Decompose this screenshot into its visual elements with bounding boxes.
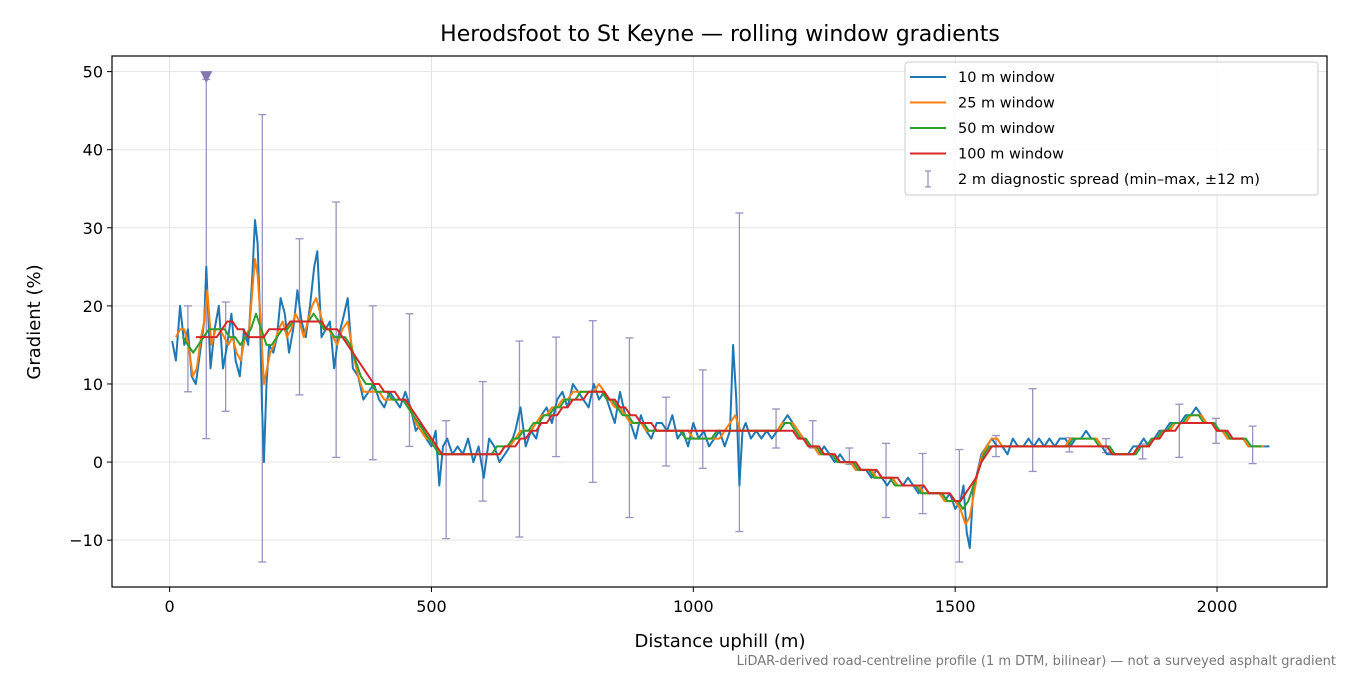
- plot-frame: [111, 55, 1328, 588]
- legend-label: 25 m window: [958, 96, 1055, 112]
- x-tick-label: 1500: [935, 597, 976, 616]
- grid-lines: [112, 56, 1327, 587]
- legend-swatch: [925, 170, 931, 188]
- error-bar: [295, 238, 304, 396]
- y-tick-label: 20: [83, 297, 103, 316]
- error-bar: [1028, 388, 1037, 473]
- error-bar: [1175, 403, 1184, 459]
- y-tick-label: 50: [83, 63, 103, 82]
- y-tick-label: 0: [93, 453, 103, 472]
- y-tick-label: 10: [83, 375, 103, 394]
- error-bar: [202, 78, 211, 440]
- error-bar: [698, 369, 707, 469]
- x-tick-label: 500: [416, 597, 447, 616]
- x-axis-label: Distance uphill (m): [635, 631, 806, 652]
- error-bar: [442, 420, 451, 540]
- y-tick-label: −10: [69, 531, 103, 550]
- error-bar: [772, 408, 781, 449]
- clipped-value-marker: [200, 71, 213, 84]
- legend-box: [904, 61, 1319, 196]
- legend-label: 50 m window: [958, 121, 1055, 137]
- x-axis-ticks: 0 500 1000 1500 2000: [165, 587, 1238, 616]
- series-line: [195, 320, 1244, 503]
- series-line: [181, 312, 1262, 510]
- error-bar: [183, 305, 192, 393]
- error-bar: [1248, 425, 1257, 465]
- y-tick-label: 40: [83, 141, 103, 160]
- y-axis-ticks: −10 0 10 20 30 40 50: [69, 63, 112, 550]
- legend: 10 m window 25 m window 50 m window 100 m w…: [904, 61, 1319, 196]
- footnote: LiDAR-derived road-centreline profile (1…: [737, 654, 1336, 669]
- error-bar: [918, 452, 927, 515]
- legend-label: 100 m window: [958, 147, 1064, 163]
- error-bar: [882, 442, 891, 519]
- y-axis-label: Gradient (%): [24, 264, 45, 379]
- error-bar: [478, 380, 487, 502]
- chart-title: Herodsfoot to St Keyne — rolling window …: [440, 22, 1000, 47]
- x-tick-label: 0: [165, 597, 175, 616]
- legend-label: 10 m window: [958, 70, 1055, 86]
- error-bar: [588, 320, 597, 484]
- error-bar: [625, 337, 634, 519]
- x-tick-label: 1000: [673, 597, 714, 616]
- legend-label: 2 m diagnostic spread (min–max, ±12 m): [958, 172, 1260, 188]
- error-bar: [552, 336, 561, 458]
- y-tick-label: 30: [83, 219, 103, 238]
- series-line: [175, 258, 1265, 526]
- error-bar: [405, 313, 414, 448]
- x-tick-label: 2000: [1197, 597, 1238, 616]
- series-lines: [171, 219, 1270, 549]
